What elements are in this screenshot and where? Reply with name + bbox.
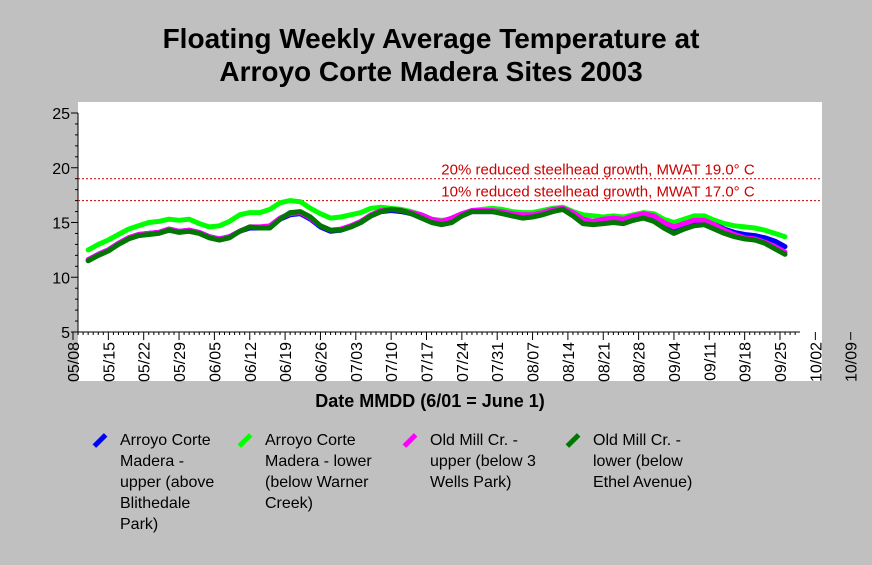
x-tick-label: 07/10: [384, 342, 401, 382]
x-tick-label: 08/28: [632, 342, 649, 382]
x-tick-label: 05/15: [101, 342, 118, 382]
x-tick-label: 06/05: [207, 342, 224, 382]
x-tick-label: 07/24: [455, 342, 472, 382]
x-axis-label: Date MMDD (6/01 = June 1): [315, 391, 545, 411]
x-tick-label: 06/12: [243, 342, 260, 382]
x-tick-label: 08/14: [561, 342, 578, 382]
series-line: [85, 206, 788, 264]
x-tick-label: 09/25: [773, 342, 790, 382]
x-tick-label: 05/08: [66, 342, 83, 382]
x-tick-label: 10/02: [808, 342, 825, 382]
title-line-1: Floating Weekly Average Temperature at: [162, 23, 700, 54]
x-tick-label: 09/11: [702, 342, 719, 381]
legend-swatch-acm-upper: [92, 433, 108, 448]
title-line-2: Arroyo Corte Madera Sites 2003: [219, 56, 643, 87]
legend-label-acm-upper: Arroyo Corte Madera - upper (above Blith…: [120, 432, 215, 533]
legend-label-omc-upper: Old Mill Cr. - upper (below 3 Wells Park…: [430, 432, 536, 491]
y-tick-label: 10: [52, 270, 70, 287]
chart-title: Floating Weekly Average Temperature at A…: [0, 22, 862, 88]
legend-label-omc-lower: Old Mill Cr. - lower (below Ethel Avenue…: [593, 432, 693, 491]
legend-swatch-omc-upper: [402, 433, 418, 448]
x-tick-label: 08/21: [596, 342, 613, 382]
x-tick-label: 09/04: [667, 342, 684, 382]
legend-swatch-omc-lower: [565, 433, 581, 448]
plot-background: [78, 102, 822, 381]
x-tick-label: 06/19: [278, 342, 295, 382]
y-tick-label: 20: [52, 161, 70, 178]
y-tick-label: 5: [61, 325, 70, 342]
reference-line-label: 20% reduced steelhead growth, MWAT 19.0°…: [441, 162, 755, 179]
x-tick-label: 05/29: [172, 342, 189, 382]
x-tick-label: 10/09: [844, 342, 861, 382]
y-tick-label: 25: [52, 106, 70, 123]
x-tick-label: 07/31: [490, 342, 507, 382]
chart-svg: 5 10 15 20 25 05/08 05/15 05/22 05/29 06/05 06/12 0…: [52, 102, 861, 382]
x-tick-label: 08/07: [526, 342, 543, 382]
x-tick-label: 07/17: [420, 342, 437, 382]
reference-line-label: 10% reduced steelhead growth, MWAT 17.0°…: [441, 184, 755, 201]
x-tick-label: 09/18: [738, 342, 755, 382]
x-tick-label: 05/22: [137, 342, 154, 382]
x-tick-label: 06/26: [313, 342, 330, 382]
y-tick-label: 15: [52, 216, 70, 233]
legend-label-acm-lower: Arroyo Corte Madera - lower (below Warne…: [265, 432, 372, 512]
x-tick-label: 07/03: [349, 342, 366, 382]
